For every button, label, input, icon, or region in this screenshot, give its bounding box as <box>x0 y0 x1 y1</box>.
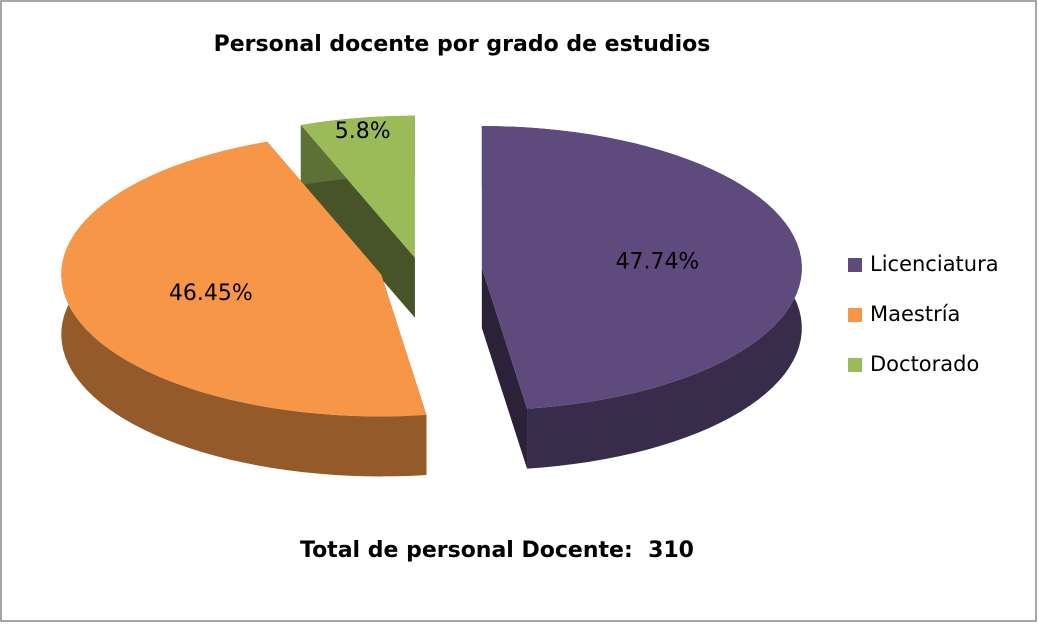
slice <box>300 115 415 258</box>
legend-swatch <box>848 358 862 372</box>
data-label: 47.74% <box>615 250 699 275</box>
annotation: Total de personal Docente: 310 <box>300 538 694 563</box>
legend-label: Doctorado <box>870 352 979 376</box>
legend-swatch <box>848 258 862 272</box>
slice-wall <box>481 268 528 469</box>
data-label: 5.8% <box>335 119 391 144</box>
slice <box>481 126 802 409</box>
legend-swatch <box>848 308 862 322</box>
legend-label: Licenciatura <box>870 252 999 276</box>
legend-label: Maestría <box>870 302 960 326</box>
chart-title: Personal docente por grado de estudios <box>214 32 711 57</box>
slice <box>61 141 427 417</box>
data-label: 46.45% <box>169 281 253 306</box>
